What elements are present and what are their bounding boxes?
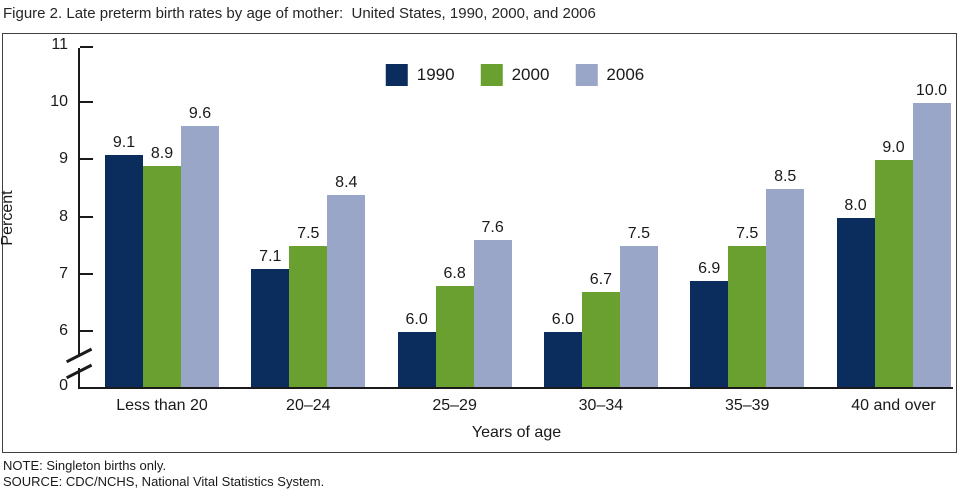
figure-title: Figure 2. Late preterm birth rates by ag… xyxy=(3,5,596,22)
plot-area: Percent Years of age 0 6 7 8 9 10 11 9.1 8.9 9.6 L… xyxy=(0,36,953,441)
bar-1990-1: 9.1 xyxy=(105,134,143,387)
bar-value-1990-1: 9.1 xyxy=(112,133,136,151)
legend-swatch-2006 xyxy=(575,64,598,86)
x-category-label-1: Less than 20 xyxy=(116,397,208,414)
bar-2000-4: 6.7 xyxy=(581,271,620,387)
bar-2006-5: 8.5 xyxy=(766,168,805,387)
bar-2006-2: 8.4 xyxy=(327,174,366,387)
x-category-label-6: 40 and over xyxy=(851,397,936,414)
bar-1990-2: 7.1 xyxy=(251,248,290,387)
bar-1990-6: 8.0 xyxy=(836,197,875,387)
footnotes: NOTE: Singleton births only. SOURCE: CDC… xyxy=(3,458,324,489)
y-tick-7 xyxy=(80,272,93,275)
y-tick-9 xyxy=(80,158,93,161)
bar-1990-5: 6.9 xyxy=(690,260,729,387)
y-tick-10 xyxy=(80,101,93,104)
bar-group-3: 6.0 6.8 7.6 25–29 xyxy=(397,219,512,414)
bar-value-2006-4: 7.5 xyxy=(627,225,651,243)
x-category-label-3: 25–29 xyxy=(432,397,477,414)
bar-group-1: 9.1 8.9 9.6 Less than 20 xyxy=(105,105,219,414)
bar-1990-4: 6.0 xyxy=(543,311,582,387)
bar-value-1990-3: 6.0 xyxy=(405,311,428,328)
x-category-label-4: 30–34 xyxy=(578,397,624,414)
bar-value-1990-4: 6.0 xyxy=(551,311,575,328)
bar-value-1990-2: 7.1 xyxy=(259,248,282,266)
bar-value-2000-3: 6.8 xyxy=(443,265,466,283)
x-axis-title: Years of age xyxy=(471,424,562,441)
bar-2006-1: 9.6 xyxy=(181,105,219,387)
bar-value-2006-1: 9.6 xyxy=(188,105,212,123)
bar-value-1990-6: 8.0 xyxy=(844,196,867,214)
y-tick-11 xyxy=(80,46,93,48)
y-tick-label-7: 7 xyxy=(59,264,68,282)
x-category-label-5: 35–39 xyxy=(724,397,770,414)
x-category-label-2: 20–24 xyxy=(286,397,331,414)
bar-value-2000-2: 7.5 xyxy=(297,225,320,243)
bar-2000-6: 9.0 xyxy=(874,139,913,387)
y-tick-label-9: 9 xyxy=(59,150,68,168)
y-tick-label-0: 0 xyxy=(59,377,68,394)
legend-label-2006: 2006 xyxy=(606,65,645,84)
y-tick-label-10: 10 xyxy=(50,93,68,111)
bar-group-4: 6.0 6.7 7.5 30–34 xyxy=(543,225,658,414)
y-tick-label-11: 11 xyxy=(51,36,68,53)
legend: 1990 2000 2006 xyxy=(385,64,644,86)
y-tick-8 xyxy=(80,215,93,218)
bar-2006-4: 7.5 xyxy=(619,225,658,387)
bar-value-2006-5: 8.5 xyxy=(774,168,797,185)
bar-value-2000-4: 6.7 xyxy=(589,270,613,288)
note-line: NOTE: Singleton births only. xyxy=(3,458,167,473)
bar-value-2000-6: 9.0 xyxy=(882,139,905,157)
y-axis-break-gap xyxy=(78,355,80,368)
bar-1990-3: 6.0 xyxy=(397,311,436,387)
bar-group-6: 8.0 9.0 10.0 40 and over xyxy=(836,82,951,414)
y-axis-title: Percent xyxy=(0,189,16,246)
legend-item-2006: 2006 xyxy=(575,64,644,86)
legend-swatch-2000 xyxy=(480,64,503,86)
bar-value-2006-2: 8.4 xyxy=(335,173,358,191)
bar-2000-2: 7.5 xyxy=(289,225,328,387)
y-tick-label-6: 6 xyxy=(59,322,68,339)
bar-value-2000-5: 7.5 xyxy=(736,225,759,243)
bar-value-1990-5: 6.9 xyxy=(698,259,721,277)
bar-2000-3: 6.8 xyxy=(435,265,474,387)
source-line: SOURCE: CDC/NCHS, National Vital Statist… xyxy=(3,473,325,489)
bar-2006-3: 7.6 xyxy=(473,219,512,387)
bar-value-2006-3: 7.6 xyxy=(481,219,504,237)
bar-group-5: 6.9 7.5 8.5 35–39 xyxy=(690,168,805,414)
legend-swatch-1990 xyxy=(385,64,408,86)
legend-label-2000: 2000 xyxy=(511,65,550,84)
bar-group-2: 7.1 7.5 8.4 20–24 xyxy=(251,174,366,414)
chart-frame: 1990 2000 2006 Percent Years of age 0 6 7 8 9 1… xyxy=(0,33,957,453)
legend-label-1990: 1990 xyxy=(416,65,455,84)
bar-value-2006-6: 10.0 xyxy=(915,82,948,100)
y-tick-6 xyxy=(80,330,93,332)
bar-2000-1: 8.9 xyxy=(143,145,181,387)
legend-item-1990: 1990 xyxy=(385,64,455,86)
y-tick-label-8: 8 xyxy=(59,207,68,225)
legend-item-2000: 2000 xyxy=(480,64,550,86)
bar-2000-5: 7.5 xyxy=(728,225,767,387)
bar-value-2000-1: 8.9 xyxy=(150,145,174,163)
bar-2006-6: 10.0 xyxy=(912,82,951,387)
